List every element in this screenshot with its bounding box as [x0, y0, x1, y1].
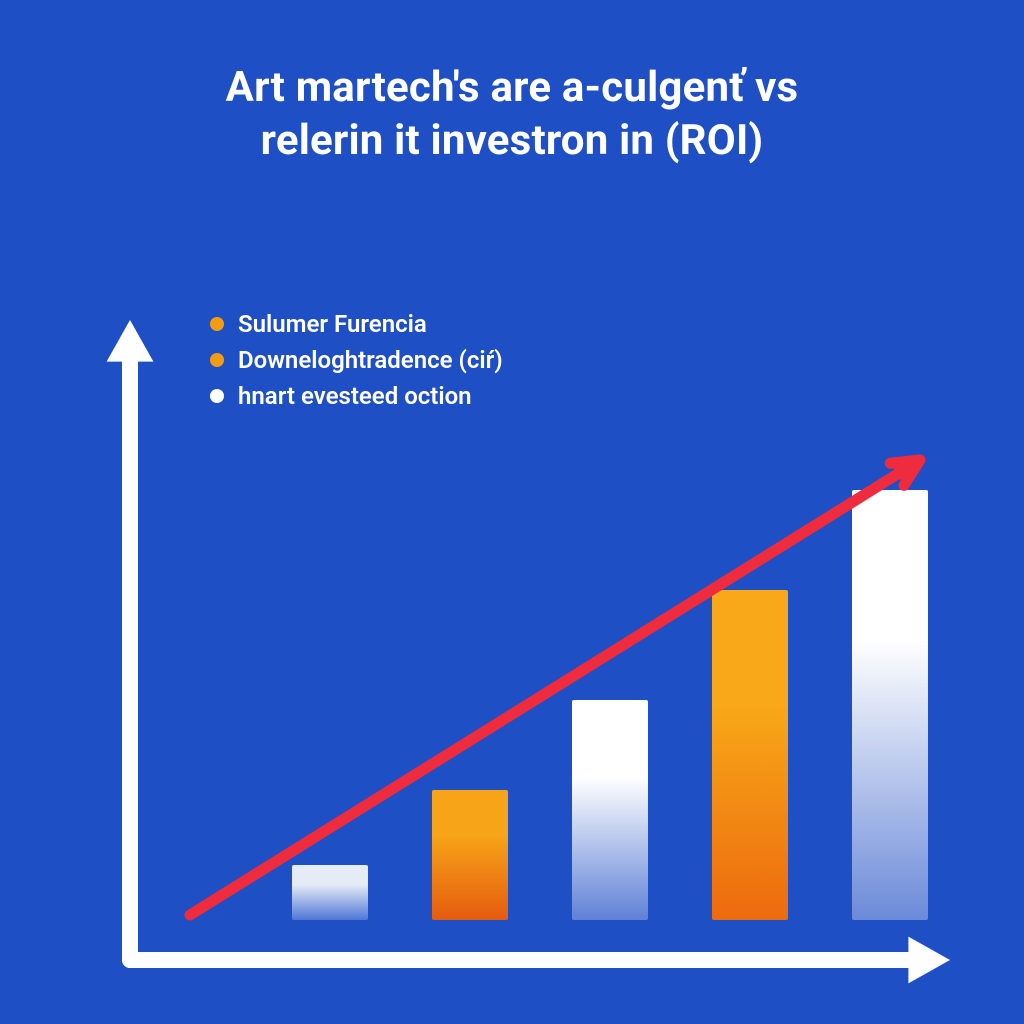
bar: [852, 490, 928, 920]
bar: [572, 700, 648, 920]
chart-canvas: Art martech's are a-culgenť vs relerin i…: [0, 0, 1024, 1024]
bars-group: [0, 0, 1024, 1024]
bar: [432, 790, 508, 920]
bar: [712, 590, 788, 920]
bar: [292, 865, 368, 920]
